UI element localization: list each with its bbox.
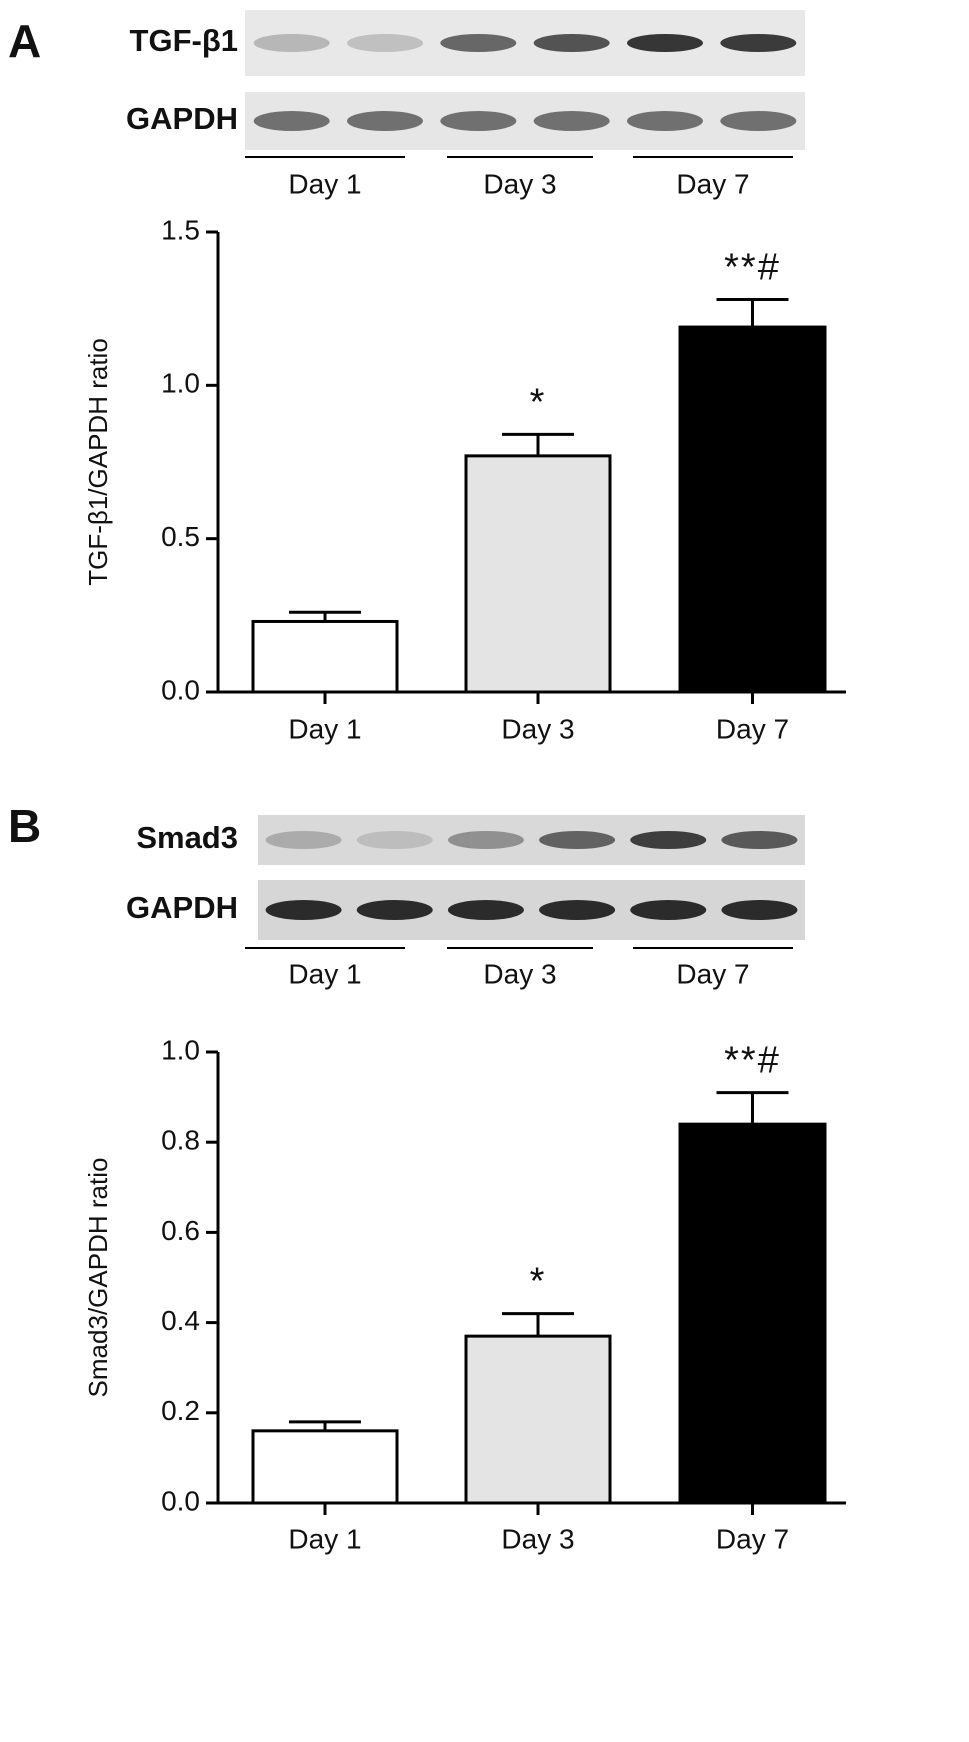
group-label: Day 7: [676, 168, 749, 199]
blot-band: [356, 900, 433, 920]
group-label: Day 3: [483, 958, 556, 989]
blot-band: [447, 900, 524, 920]
blot-band: [539, 831, 616, 849]
group-label: Day 3: [483, 168, 556, 199]
y-tick-label: 0.0: [161, 1485, 200, 1516]
blot-image: [258, 880, 805, 940]
blot-image: [258, 815, 805, 865]
blot-image: [245, 92, 805, 150]
blot-band: [253, 111, 330, 131]
significance-label: *: [530, 1261, 547, 1303]
blot-band: [721, 831, 798, 849]
x-tick-label: Day 3: [501, 713, 574, 744]
blot-row-label: Smad3: [136, 820, 238, 855]
bar: [251, 1429, 399, 1505]
y-tick-label: 0.4: [161, 1305, 200, 1336]
blot-image: [245, 10, 805, 76]
significance-label: **#: [724, 246, 781, 288]
blot-band: [720, 34, 797, 52]
y-tick-label: 0.5: [161, 521, 200, 552]
blot-band: [630, 831, 707, 849]
y-tick-label: 1.5: [161, 214, 200, 245]
blot-band: [627, 34, 703, 52]
y-axis-label: TGF-β1/GAPDH ratio: [83, 338, 113, 586]
blot-band: [721, 900, 798, 920]
bar: [464, 454, 612, 694]
x-tick-label: Day 7: [716, 1523, 789, 1554]
group-label: Day 7: [676, 958, 749, 989]
x-tick-label: Day 7: [716, 713, 789, 744]
blot-band: [347, 34, 423, 52]
blot-row-label: TGF-β1: [130, 23, 238, 58]
significance-label: *: [530, 381, 547, 423]
blot-band: [533, 34, 610, 52]
blot-band: [630, 900, 707, 920]
blot-band: [627, 111, 703, 131]
y-axis-label: Smad3/GAPDH ratio: [83, 1158, 113, 1398]
group-label: Day 1: [288, 958, 361, 989]
panel-label: A: [8, 15, 41, 67]
blot-band: [447, 831, 524, 849]
blot-band: [440, 111, 517, 131]
blot-band: [533, 111, 610, 131]
blot-band: [265, 831, 342, 849]
blot-row-label: GAPDH: [126, 890, 238, 925]
blot-band: [347, 111, 423, 131]
panel-label: B: [8, 800, 41, 852]
blot-row-label: GAPDH: [126, 101, 238, 136]
y-tick-label: 0.6: [161, 1215, 200, 1246]
bar: [678, 1122, 827, 1505]
significance-label: **#: [724, 1040, 781, 1082]
blot-band: [253, 34, 330, 52]
bar: [678, 325, 827, 694]
y-tick-label: 1.0: [161, 368, 200, 399]
group-label: Day 1: [288, 168, 361, 199]
bar: [251, 619, 399, 694]
bar: [464, 1334, 612, 1505]
y-tick-label: 0.8: [161, 1125, 200, 1156]
blot-band: [356, 831, 433, 849]
y-tick-label: 0.0: [161, 674, 200, 705]
y-tick-label: 1.0: [161, 1034, 200, 1065]
blot-band: [539, 900, 616, 920]
blot-band: [265, 900, 342, 920]
x-tick-label: Day 3: [501, 1523, 574, 1554]
y-tick-label: 0.2: [161, 1395, 200, 1426]
x-tick-label: Day 1: [288, 1523, 361, 1554]
blot-band: [720, 111, 797, 131]
x-tick-label: Day 1: [288, 713, 361, 744]
blot-band: [440, 34, 517, 52]
